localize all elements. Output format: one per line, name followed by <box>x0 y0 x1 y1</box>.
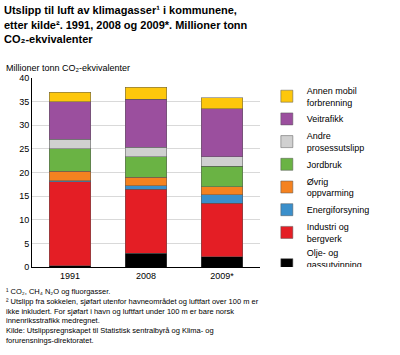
svg-text:Jordbruk: Jordbruk <box>307 160 343 170</box>
svg-text:10: 10 <box>19 215 29 225</box>
svg-text:Olje- oggassutvinning(landanle: Olje- oggassutvinning(landanlegg) <box>307 248 362 267</box>
svg-text:Utslipp til luft av klimagasse: Utslipp til luft av klimagasser¹ i kommu… <box>4 4 248 45</box>
svg-text:Andreprosessutslipp: Andreprosessutslipp <box>307 131 365 153</box>
svg-text:40: 40 <box>19 73 29 83</box>
svg-text:Millioner tonn CO₂-ekvivalente: Millioner tonn CO₂-ekvivalenter <box>6 63 130 73</box>
svg-text:0: 0 <box>24 262 29 272</box>
svg-text:Øvrigoppvarming: Øvrigoppvarming <box>307 177 354 199</box>
svg-text:Annen mobilforbrenning: Annen mobilforbrenning <box>307 86 357 108</box>
svg-text:Veitrafikk: Veitrafikk <box>307 114 344 124</box>
svg-text:2009*: 2009* <box>210 271 234 281</box>
svg-text:20: 20 <box>19 168 29 178</box>
svg-text:2008: 2008 <box>136 271 156 281</box>
svg-text:35: 35 <box>19 97 29 107</box>
svg-text:Energiforsyning: Energiforsyning <box>307 205 370 215</box>
svg-text:25: 25 <box>19 144 29 154</box>
svg-text:1991: 1991 <box>60 271 80 281</box>
svg-text:Industri ogbergverk: Industri ogbergverk <box>307 222 349 244</box>
svg-text:15: 15 <box>19 191 29 201</box>
svg-text:30: 30 <box>19 120 29 130</box>
svg-text:¹ CO₂, CH₄ N₂O og fluorgasser.: ¹ CO₂, CH₄ N₂O og fluorgasser.² Utslipp … <box>6 287 259 345</box>
svg-text:5: 5 <box>24 239 29 249</box>
